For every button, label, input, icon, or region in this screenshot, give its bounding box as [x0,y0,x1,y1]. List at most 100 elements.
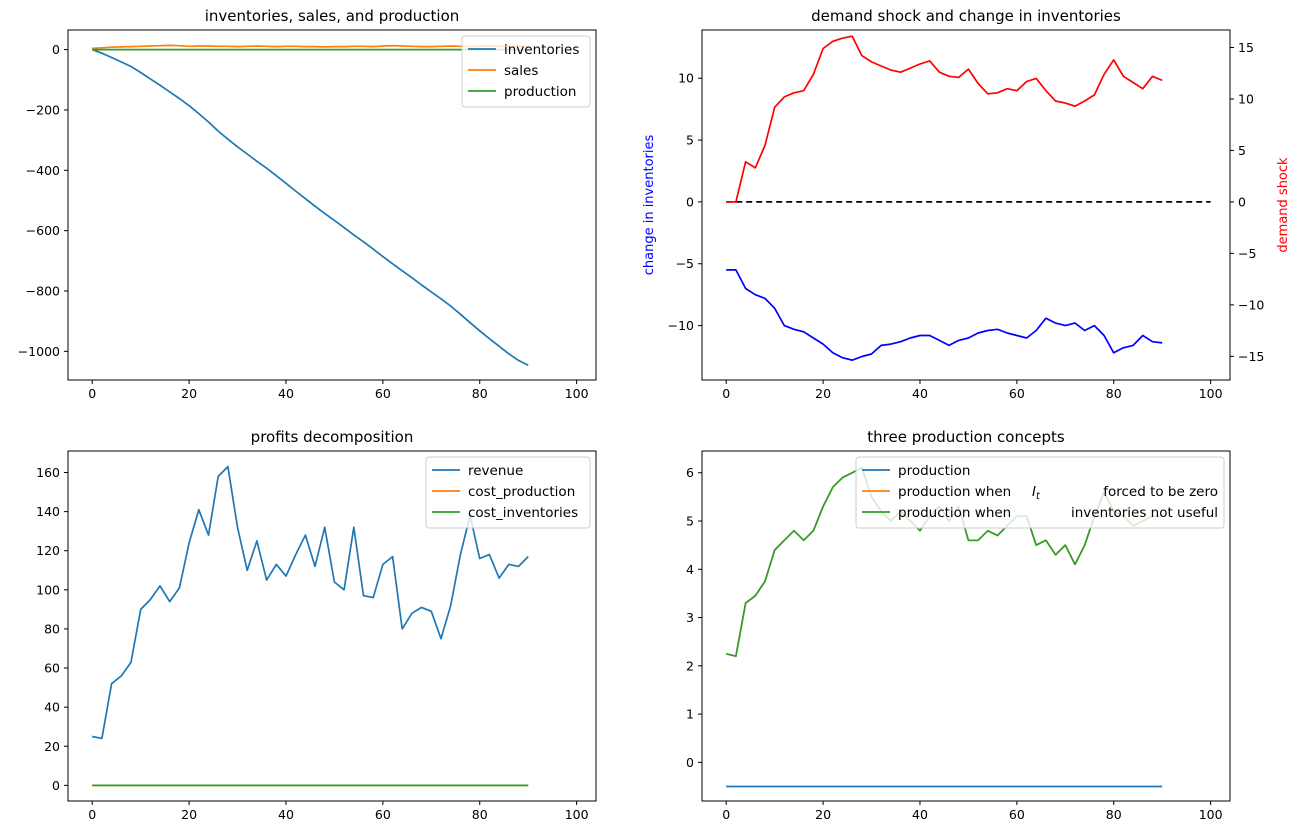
inv-xtick-label: 60 [375,386,391,401]
shock-y2tick-label: 10 [1238,91,1254,106]
panel-production-title: three production concepts [867,428,1065,446]
shock-ytick-label: 10 [678,71,694,86]
panel-profits-title: profits decomposition [251,428,414,446]
shock-axes-frame [701,29,1231,381]
profit-xtick-label: 100 [565,807,589,822]
panel-shock-right-axis-label: demand shock [1276,157,1291,253]
inv-ytick-label: −800 [26,283,60,298]
shock-ytick-label: 0 [686,194,694,209]
profit-ytick-label: 40 [44,700,60,715]
panel-shock: demand shock and change in inventories c… [642,7,1291,401]
prod-legend-label: production when [898,484,1011,500]
prod-xtick-label: 80 [1106,807,1122,822]
shock-y2tick-label: −5 [1238,246,1256,261]
shock-ytick-label: −5 [676,256,694,271]
prod-ytick-label: 3 [686,610,694,625]
inv-series-line-1 [92,44,529,50]
shock-y2tick-label: 15 [1238,40,1254,55]
shock-xtick-label: 100 [1199,386,1223,401]
profit-series-line-0 [92,465,529,740]
inv-legend-label: inventories [504,42,579,58]
inv-legend-box [461,35,591,108]
profit-legend: revenue cost_production cost_inventories [425,456,591,529]
prod-ytick-label: 4 [686,562,694,577]
panel-inventories-plot: 0 20 40 60 80 100 0 −200 −400 −600 −800 −1000 invent… [18,29,597,401]
inv-ytick-label: −200 [26,102,60,117]
prod-ytick-label: 1 [686,707,694,722]
shock-ytick-label: −10 [668,318,694,333]
profit-ytick-label: 0 [52,778,60,793]
profit-axes-frame [67,450,597,802]
prod-xtick-label: 40 [912,807,928,822]
profit-ytick-label: 20 [44,739,60,754]
prod-axes-frame [701,450,1231,802]
shock-xtick-label: 0 [722,386,730,401]
prod-legend-box [855,456,1225,529]
panel-profits-plot: 0 20 40 60 80 100 160 140 120 100 80 60 40 20 0 revenue… [36,450,597,822]
profit-ytick-label: 100 [36,582,60,597]
inv-ytick-label: 0 [52,42,60,57]
profit-ytick-label: 120 [36,543,60,558]
panel-production-plot: 0 20 40 60 80 100 6 5 4 3 2 1 0 production production … [686,450,1231,822]
profit-xtick-label: 40 [278,807,294,822]
inv-legend: inventories sales production [461,35,591,108]
prod-xtick-label: 100 [1199,807,1223,822]
prod-legend-label-suffix: inventories not useful [1071,505,1218,521]
prod-ytick-label: 6 [686,465,694,480]
shock-xtick-label: 60 [1009,386,1025,401]
shock-xtick-label: 20 [815,386,831,401]
inv-ytick-label: −400 [26,163,60,178]
inv-xtick-label: 100 [565,386,589,401]
profit-ytick-label: 60 [44,661,60,676]
profit-legend-box [425,456,591,529]
prod-xtick-label: 60 [1009,807,1025,822]
prod-legend-label-suffix: forced to be zero [1103,484,1218,500]
shock-series-line-1 [726,35,1163,203]
inv-xtick-label: 80 [472,386,488,401]
inv-xtick-label: 40 [278,386,294,401]
profit-xtick-label: 80 [472,807,488,822]
prod-ytick-label: 5 [686,514,694,529]
profit-xtick-label: 20 [181,807,197,822]
inv-axes-frame [67,29,597,381]
prod-xtick-label: 0 [722,807,730,822]
inv-series-line-0 [91,48,529,366]
panel-inventories: inventories, sales, and production 0 20 40… [18,7,597,401]
panel-inventories-title: inventories, sales, and production [205,7,460,25]
profit-legend-label: cost_inventories [468,505,578,521]
inv-legend-label: sales [504,63,538,79]
shock-y2tick-label: −10 [1238,297,1264,312]
inv-xtick-label: 0 [88,386,96,401]
shock-xtick-label: 40 [912,386,928,401]
prod-legend-label: production when [898,505,1011,521]
profit-ytick-label: 160 [36,465,60,480]
profit-ytick-label: 80 [44,621,60,636]
inv-xtick-label: 20 [181,386,197,401]
shock-y2tick-label: 5 [1238,143,1246,158]
profit-legend-label: cost_production [468,484,575,500]
profit-ytick-label: 140 [36,504,60,519]
prod-ytick-label: 2 [686,658,694,673]
panel-shock-left-axis-label: change in inventories [642,135,657,276]
shock-xtick-label: 80 [1106,386,1122,401]
prod-xtick-label: 20 [815,807,831,822]
shock-ytick-label: 5 [686,133,694,148]
panel-shock-title: demand shock and change in inventories [811,7,1121,25]
panel-shock-plot: 0 20 40 60 80 100 10 5 0 −5 −10 15 10 5 0 −5 −10 −15 [668,29,1264,401]
inv-legend-label: production [504,84,577,100]
prod-ytick-label: 0 [686,755,694,770]
profit-legend-label: revenue [468,463,523,479]
inv-ytick-label: −600 [26,223,60,238]
prod-legend-label: production [898,463,971,479]
inv-ytick-label: −1000 [18,344,60,359]
shock-y2tick-label: 0 [1238,194,1246,209]
prod-legend-math: It [1032,484,1041,502]
panel-production: three production concepts 0 20 40 60 80 10065… [686,428,1231,822]
prod-legend-math-sub: t [1036,491,1041,502]
panel-profits: profits decomposition 0 20 40 60 80 100 160 140… [36,428,597,822]
profit-xtick-label: 0 [88,807,96,822]
prod-legend: production production when forced to be ze… [855,456,1225,529]
shock-series-line-0 [726,269,1163,362]
